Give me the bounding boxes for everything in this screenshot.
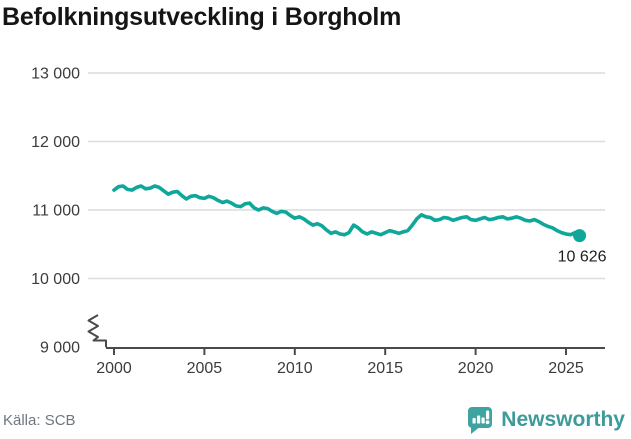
newsworthy-bubble-chart-icon xyxy=(468,406,493,434)
x-tick-label: 2015 xyxy=(367,360,403,377)
axis-break-icon xyxy=(87,314,107,348)
source-label: Källa: SCB xyxy=(3,411,76,429)
x-tick-label: 2020 xyxy=(458,360,494,377)
y-tick-label: 12 000 xyxy=(31,134,80,151)
brand-name: Newsworthy xyxy=(501,408,625,431)
x-tick-label: 2000 xyxy=(96,360,132,377)
y-tick-label: 11 000 xyxy=(32,203,80,220)
population-series-line xyxy=(112,184,582,238)
y-tick-label: 13 000 xyxy=(31,66,80,83)
newsworthy-logo: Newsworthy xyxy=(467,406,625,435)
latest-value-dot xyxy=(573,229,587,243)
page-title: Befolkningsutveckling i Borgholm xyxy=(2,3,402,31)
latest-value-label: 10 626 xyxy=(558,249,607,266)
x-tick-label: 2010 xyxy=(277,360,313,377)
y-tick-label: 9 000 xyxy=(40,340,80,357)
x-tick-label: 2025 xyxy=(548,360,584,377)
footer: Källa: SCB Newsworthy xyxy=(0,401,631,439)
x-tick-label: 2005 xyxy=(187,360,223,377)
y-tick-label: 10 000 xyxy=(31,271,80,288)
population-line-chart: 9 000 10 000 11 000 12 000 13 000 2000 2005 201… xyxy=(31,66,607,378)
